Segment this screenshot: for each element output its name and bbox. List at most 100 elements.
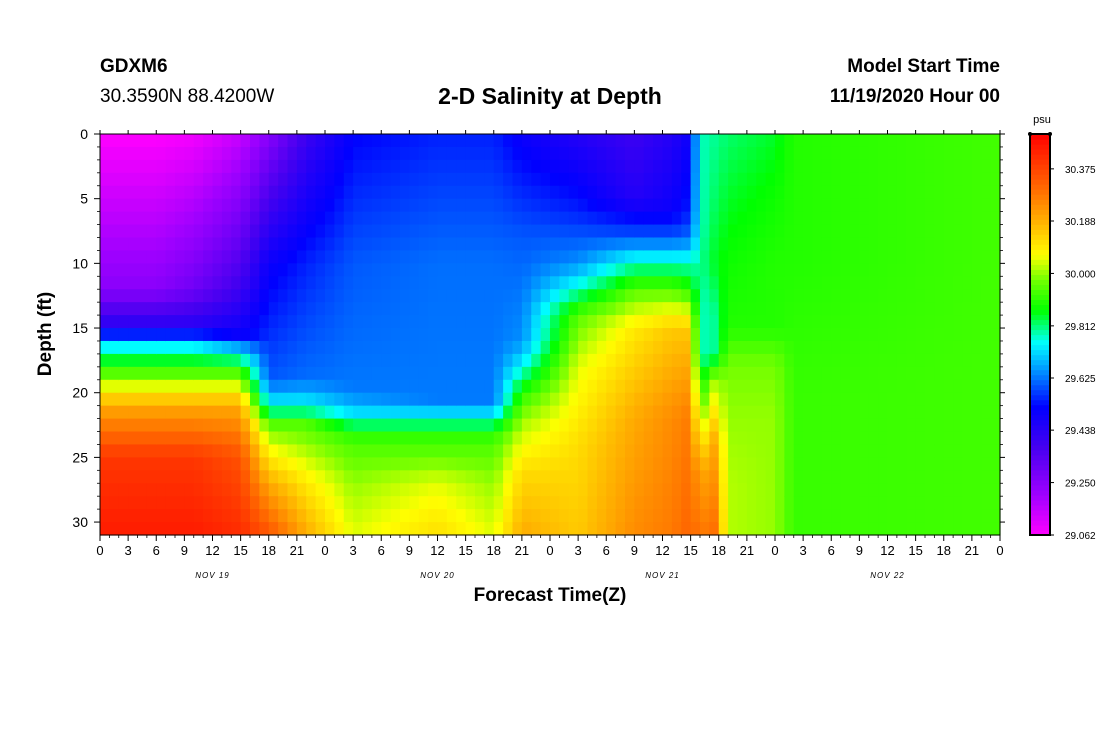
heatmap-cell	[221, 211, 232, 226]
heatmap-cell	[400, 250, 410, 264]
heatmap-cell	[868, 457, 879, 471]
heatmap-cell	[587, 302, 598, 316]
heatmap-cell	[943, 276, 954, 290]
heatmap-cell	[503, 198, 514, 213]
heatmap-cell	[775, 340, 785, 355]
heatmap-cell	[334, 224, 345, 239]
heatmap-cell	[221, 366, 232, 381]
heatmap-cell	[821, 340, 832, 355]
heatmap-cell	[793, 172, 804, 187]
heatmap-cell	[925, 159, 935, 174]
heatmap-cell	[896, 315, 907, 329]
colorbar-segment	[1030, 344, 1050, 351]
heatmap-cell	[268, 224, 279, 239]
heatmap-cell	[240, 146, 251, 161]
heatmap-cell	[859, 392, 870, 407]
heatmap-cell	[962, 146, 973, 161]
heatmap-cell	[596, 276, 607, 290]
heatmap-cell	[231, 522, 242, 536]
heatmap-cell	[484, 289, 495, 303]
heatmap-cell	[859, 198, 870, 213]
heatmap-cell	[540, 522, 551, 536]
heatmap-cell	[840, 431, 851, 446]
heatmap-cell	[775, 224, 785, 239]
heatmap-cell	[362, 237, 373, 252]
heatmap-cell	[212, 457, 223, 471]
heatmap-cell	[381, 496, 392, 510]
heatmap-cell	[756, 198, 767, 213]
heatmap-cell	[765, 224, 776, 239]
heatmap-cell	[287, 483, 298, 497]
heatmap-cell	[568, 224, 579, 239]
colorbar-segment	[1030, 389, 1050, 396]
heatmap-cell	[428, 250, 439, 264]
x-axis-label: Forecast Time(Z)	[473, 585, 627, 606]
heatmap-cell	[296, 146, 307, 161]
heatmap-cell	[915, 224, 926, 239]
heatmap-cell	[250, 146, 260, 161]
heatmap-cell	[803, 379, 814, 394]
heatmap-cell	[484, 418, 495, 433]
heatmap-cell	[353, 483, 364, 497]
heatmap-cell	[671, 444, 682, 458]
heatmap-cell	[746, 353, 757, 368]
heatmap-cell	[315, 470, 326, 484]
heatmap-cell	[775, 198, 785, 213]
heatmap-cell	[718, 198, 729, 213]
heatmap-cell	[981, 159, 992, 174]
colorbar-segment	[1030, 274, 1050, 280]
heatmap-cell	[156, 379, 167, 394]
heatmap-cell	[625, 405, 635, 420]
heatmap-cell	[475, 276, 485, 290]
heatmap-cell	[915, 211, 926, 226]
heatmap-cell	[240, 134, 251, 148]
heatmap-cell	[465, 224, 476, 239]
heatmap-cell	[503, 509, 514, 523]
heatmap-cell	[287, 159, 298, 174]
heatmap-cell	[165, 224, 176, 239]
heatmap-cell	[390, 289, 401, 303]
heatmap-cell	[325, 470, 335, 484]
heatmap-cell	[700, 496, 710, 510]
heatmap-cell	[193, 289, 204, 303]
heatmap-cell	[278, 263, 289, 277]
heatmap-cell	[793, 457, 804, 471]
heatmap-cell	[775, 379, 785, 394]
heatmap-cell	[596, 470, 607, 484]
colorbar-segment	[1030, 439, 1050, 446]
heatmap-cell	[962, 328, 973, 342]
heatmap-cell	[521, 263, 532, 277]
heatmap-cell	[465, 198, 476, 213]
heatmap-cell	[184, 172, 195, 187]
heatmap-cell	[840, 211, 851, 226]
heatmap-cell	[578, 211, 589, 226]
heatmap-cell	[156, 340, 167, 355]
heatmap-cell	[784, 224, 795, 239]
heatmap-cell	[803, 457, 814, 471]
heatmap-cell	[925, 237, 935, 252]
heatmap-cell	[559, 185, 570, 200]
heatmap-cell	[390, 185, 401, 200]
y-tick-label: 5	[80, 191, 88, 207]
heatmap-cell	[146, 263, 157, 277]
heatmap-cell	[390, 392, 401, 407]
heatmap-cell	[737, 522, 748, 536]
heatmap-cell	[362, 444, 373, 458]
heatmap-cell	[775, 496, 785, 510]
colorbar-segment	[1030, 484, 1050, 491]
heatmap-cell	[503, 366, 514, 381]
heatmap-cell	[943, 405, 954, 420]
heatmap-cell	[221, 509, 232, 523]
heatmap-cell	[953, 366, 964, 381]
heatmap-cell	[118, 483, 129, 497]
heatmap-cell	[934, 185, 945, 200]
heatmap-cell	[531, 340, 542, 355]
heatmap-cell	[437, 302, 448, 316]
heatmap-cell	[400, 302, 410, 316]
heatmap-cell	[118, 302, 129, 316]
heatmap-cell	[390, 172, 401, 187]
heatmap-cell	[165, 340, 176, 355]
heatmap-cell	[962, 237, 973, 252]
heatmap-cell	[587, 134, 598, 148]
heatmap-cell	[493, 211, 504, 226]
